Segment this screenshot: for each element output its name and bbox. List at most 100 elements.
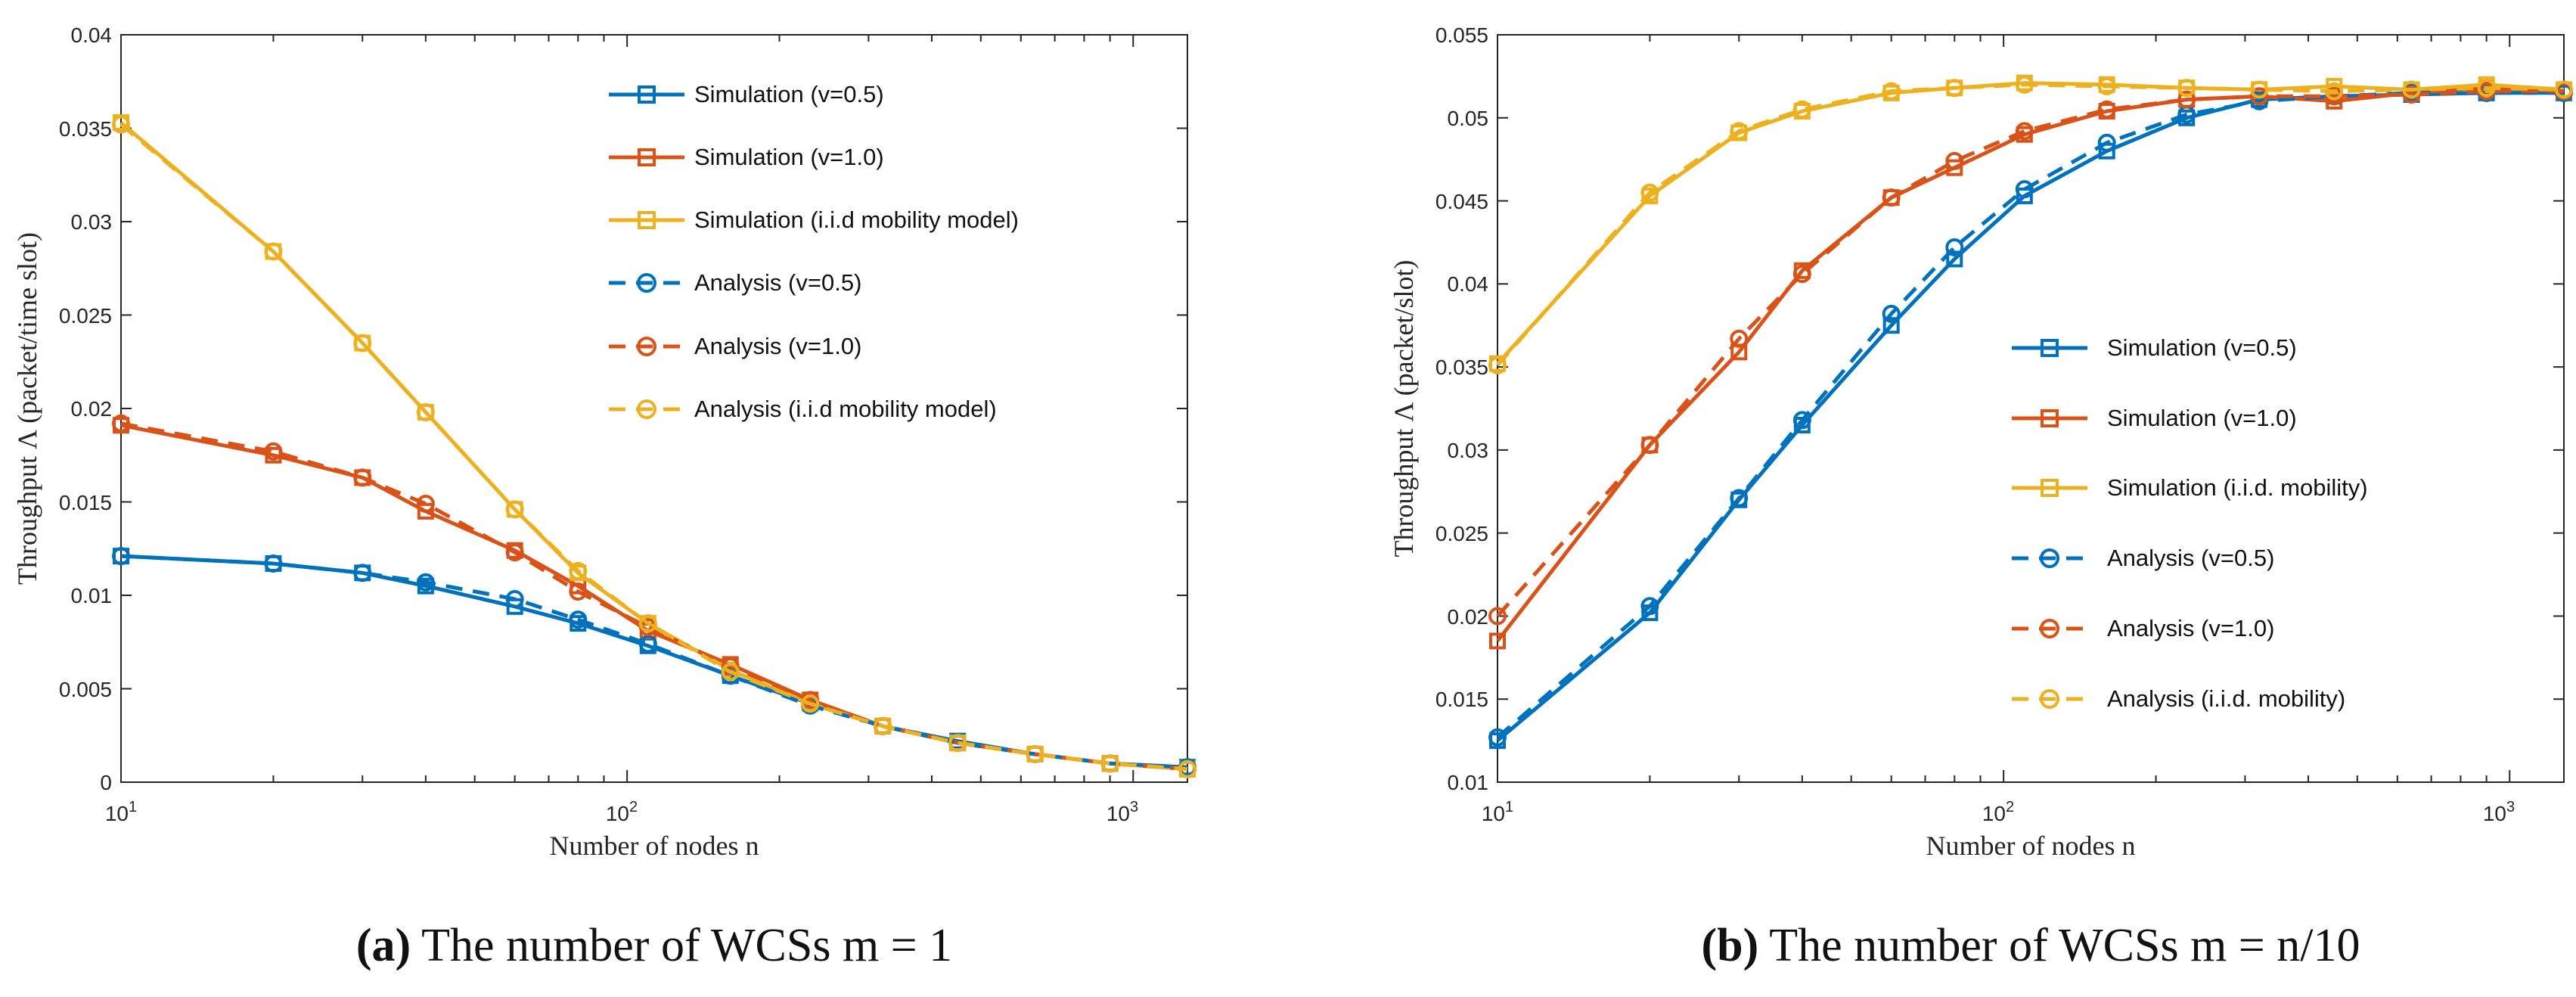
legend-entry: Simulation (v=1.0) <box>2012 405 2297 431</box>
data-point-circle <box>1488 607 1507 626</box>
data-point-circle <box>264 554 283 573</box>
data-point-circle <box>505 500 524 519</box>
data-point-circle <box>638 635 657 654</box>
y-axis-label: Throughput Λ (packet/time slot) <box>12 232 42 585</box>
data-point-circle <box>801 694 820 713</box>
axis-ticks-a <box>120 34 1187 783</box>
data-point-circle <box>2477 79 2496 98</box>
x-tick-label: 102 <box>1982 799 2014 825</box>
data-point-circle <box>353 334 372 353</box>
y-tick-label: 0.025 <box>59 304 112 328</box>
data-point-circle <box>416 402 435 421</box>
legend-entry: Simulation (v=1.0) <box>609 144 884 170</box>
legend-marker-square <box>2041 479 2059 497</box>
data-point-circle <box>1100 754 1119 773</box>
legend-label: Simulation (v=1.0) <box>2107 405 2297 431</box>
data-point-circle <box>505 589 524 608</box>
x-tick-label: 103 <box>2483 799 2515 825</box>
data-point-circle <box>2015 122 2034 141</box>
y-tick-label: 0.02 <box>71 397 113 421</box>
y-tick-label: 0.045 <box>1435 190 1488 213</box>
x-tick-label: 101 <box>1482 799 1513 825</box>
data-point-circle <box>1945 238 1964 257</box>
legend-label: Simulation (v=0.5) <box>2107 334 2297 361</box>
legend-marker-circle <box>637 337 656 356</box>
data-point-circle <box>569 561 588 580</box>
data-point-circle <box>1730 329 1749 348</box>
data-point-circle <box>112 414 130 433</box>
data-point-square <box>1882 317 1900 334</box>
x-tick-label: 102 <box>606 799 638 825</box>
data-point-circle <box>264 442 283 461</box>
legend-marker-circle <box>2040 548 2059 568</box>
legend-label: Analysis (i.i.d mobility model) <box>694 396 997 422</box>
data-point-circle <box>1882 304 1901 323</box>
legend-entry: Analysis (v=0.5) <box>2012 545 2274 571</box>
data-point-circle <box>569 610 588 629</box>
series-line <box>1496 89 2564 618</box>
y-tick-label: 0.01 <box>71 584 113 607</box>
legend-label: Analysis (v=0.5) <box>2107 545 2274 571</box>
data-point-circle <box>1792 100 1811 119</box>
data-point-circle <box>1730 489 1749 508</box>
data-point-circle <box>874 716 892 735</box>
data-point-circle <box>1945 151 1964 170</box>
data-point-circle <box>416 494 435 513</box>
data-point-circle <box>2097 133 2116 152</box>
data-point-circle <box>2177 79 2196 98</box>
chart-panel-b: 0.01 0.015 0.02 0.025 0.03 0.035 0.04 0.… <box>1389 23 2573 971</box>
y-tick-label: 0.005 <box>59 678 112 701</box>
data-point-circle <box>2402 80 2421 99</box>
y-tick-label: 0.015 <box>1435 688 1488 711</box>
y-tick-label: 0.055 <box>1435 23 1488 47</box>
legend-entry: Analysis (v=1.0) <box>609 333 861 359</box>
data-point-circle <box>353 564 372 582</box>
legend-marker-square <box>638 211 656 229</box>
plot-lines-b <box>1488 74 2573 750</box>
legend-entry: Analysis (v=0.5) <box>609 269 861 296</box>
y-tick-label: 0.05 <box>1448 107 1489 130</box>
data-point-circle <box>2250 80 2269 99</box>
x-tick-label: 101 <box>105 799 137 825</box>
data-point-circle <box>1178 759 1196 778</box>
legend-label: Simulation (v=0.5) <box>694 81 884 107</box>
legend-label: Analysis (v=1.0) <box>2107 615 2274 641</box>
y-tick-label: 0.035 <box>1435 356 1488 379</box>
x-axis-label: Number of nodes n <box>1926 831 2136 861</box>
plot-area-b <box>1497 34 2565 783</box>
y-axis-label: Throughput Λ (packet/slot) <box>1389 259 1419 557</box>
y-tick-label: 0.035 <box>59 117 112 141</box>
data-point-circle <box>1640 436 1659 455</box>
legend-label: Analysis (i.i.d. mobility) <box>2107 685 2345 712</box>
data-point-circle <box>1945 79 1964 98</box>
data-point-circle <box>416 573 435 592</box>
data-point-circle <box>264 242 283 261</box>
legend-entry: Simulation (i.i.d mobility model) <box>609 207 1019 233</box>
data-point-circle <box>1488 356 1507 374</box>
legend-marker-circle <box>2040 619 2059 638</box>
legend-entry: Analysis (i.i.d. mobility) <box>2012 685 2345 712</box>
legend-marker-square <box>638 148 656 166</box>
caption-b: (b) The number of WCSs m = n/10 <box>1702 920 2360 971</box>
legend-entry: Simulation (i.i.d. mobility) <box>2012 474 2368 501</box>
data-point-circle <box>948 734 967 753</box>
legend-label: Simulation (i.i.d. mobility) <box>2107 474 2368 501</box>
data-point-circle <box>1640 183 1659 202</box>
legend-entry: Analysis (i.i.d mobility model) <box>609 396 997 422</box>
data-point-circle <box>1792 265 1811 284</box>
data-point-square <box>1946 250 1963 268</box>
data-point-circle <box>721 663 740 682</box>
legend-entry: Analysis (v=1.0) <box>2012 615 2274 641</box>
data-point-circle <box>638 614 657 633</box>
data-point-square <box>1489 632 1506 650</box>
y-tick-label: 0.01 <box>1448 771 1489 794</box>
legend-entry: Simulation (v=0.5) <box>2012 334 2297 361</box>
data-point-circle <box>2015 75 2034 94</box>
y-tick-label: 0.025 <box>1435 522 1488 545</box>
legend-b: Simulation (v=0.5) Simulation (v=1.0) Si… <box>2012 334 2368 712</box>
data-point-square <box>1946 159 1963 176</box>
data-point-circle <box>1026 744 1044 763</box>
data-point-circle <box>2097 100 2116 119</box>
legend-label: Simulation (i.i.d mobility model) <box>694 207 1019 233</box>
